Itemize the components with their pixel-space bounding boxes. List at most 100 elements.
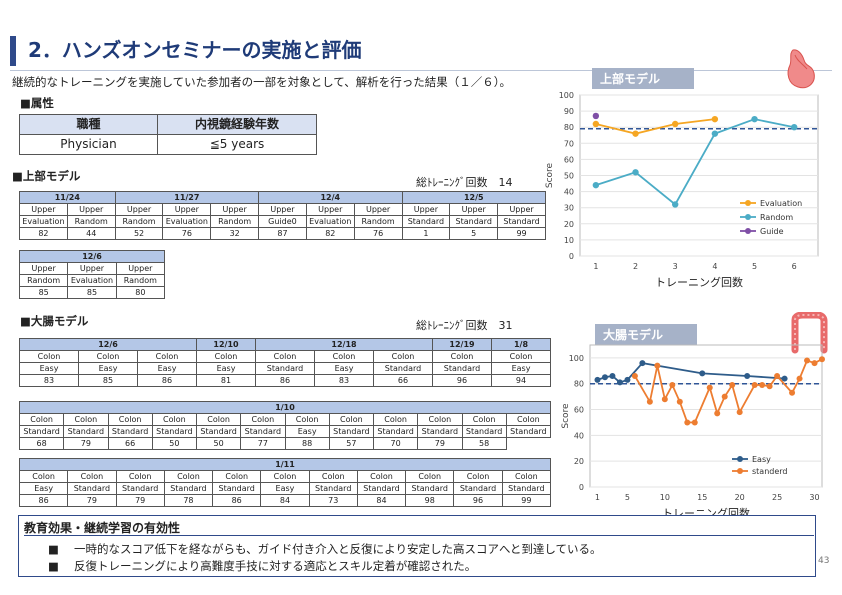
score-cell: 79 (115, 494, 165, 507)
type-cell: Evaluation (67, 274, 117, 287)
type-cell: Random (18, 274, 69, 287)
model-cell: Colon (314, 350, 374, 363)
type-cell: Easy (19, 362, 79, 375)
type-cell: Standard (240, 425, 286, 438)
colon-total: 総ﾄﾚｰﾆﾝｸﾞ回数 31 (416, 319, 513, 332)
y-tick-label: 40 (574, 431, 584, 440)
score-cell: 58 (461, 437, 507, 450)
type-cell: Easy (284, 425, 330, 438)
model-cell: Colon (417, 413, 463, 426)
model-cell: Upper (497, 203, 546, 216)
y-tick-label: 80 (564, 123, 574, 132)
score-cell: 80 (115, 286, 166, 299)
y-axis-label: Score (561, 403, 571, 429)
model-cell: Upper (115, 262, 166, 275)
type-cell: Standard (497, 215, 546, 228)
model-cell: Colon (137, 350, 197, 363)
model-cell: Colon (63, 413, 109, 426)
attr-header: 職種 (19, 114, 158, 135)
summary-bullet: ■ 反復トレーニングにより高難度手技に対する適応とスキル定着が確認された。 (48, 559, 477, 573)
model-cell: Upper (66, 203, 116, 216)
type-cell: Standard (373, 362, 433, 375)
type-cell: Standard (453, 482, 503, 495)
data-point (631, 372, 638, 379)
model-cell: Upper (114, 203, 164, 216)
score-cell: 98 (405, 494, 455, 507)
legend-marker (745, 228, 751, 234)
model-cell: Upper (19, 203, 68, 216)
data-point (616, 379, 623, 386)
attr-value: Physician (19, 134, 158, 155)
type-cell: Standard (67, 482, 117, 495)
type-cell: Random (115, 274, 166, 287)
type-cell: Standard (372, 425, 419, 438)
x-tick-label: 20 (735, 493, 745, 502)
data-point (751, 115, 758, 123)
y-tick-label: 80 (574, 380, 584, 389)
type-cell: Standard (18, 425, 65, 438)
type-cell: Standard (107, 425, 153, 438)
score-cell: 85 (78, 374, 138, 387)
description: 継続的なトレーニングを実施していた参加者の一部を対象として、解析を行った結果（１… (12, 75, 511, 89)
model-cell: Colon (151, 413, 198, 426)
model-cell: Colon (373, 350, 433, 363)
x-tick-label: 30 (809, 493, 819, 502)
model-cell: Upper (210, 203, 260, 216)
y-tick-label: 60 (564, 155, 574, 164)
score-cell: 32 (210, 227, 260, 240)
model-cell: Colon (284, 413, 330, 426)
model-cell: Colon (372, 413, 419, 426)
type-cell: Random (353, 215, 403, 228)
data-point (714, 410, 721, 417)
score-cell: 57 (328, 437, 375, 450)
type-cell: Random (66, 215, 116, 228)
x-tick-label: 5 (752, 262, 757, 271)
date-header: 1/11 (19, 458, 551, 471)
model-cell: Colon (19, 350, 79, 363)
data-point (592, 181, 600, 189)
type-cell: Easy (18, 482, 69, 495)
data-point (676, 398, 683, 405)
y-tick-label: 60 (574, 406, 584, 415)
model-cell: Colon (67, 470, 117, 483)
data-point (699, 370, 706, 377)
date-header: 12/5 (401, 191, 546, 204)
model-cell: Colon (461, 413, 507, 426)
type-cell: Evaluation (305, 215, 355, 228)
upper-section-label: ■上部モデル (12, 169, 81, 183)
type-cell: Standard (151, 425, 198, 438)
data-point (804, 357, 811, 364)
type-cell: Standard (308, 482, 358, 495)
legend-marker (745, 200, 751, 206)
date-header: 12/6 (19, 338, 197, 351)
colon-table-1: 12/6 12/10 12/18 12/19 1/8 Colon Colon Colon Col… (19, 338, 551, 387)
model-cell: Upper (162, 203, 212, 216)
y-tick-label: 0 (569, 252, 574, 261)
upper-table-1: 11/24 11/27 12/4 12/5 Upper Upper Upper Upper Up… (19, 191, 546, 240)
type-cell: Standard (328, 425, 375, 438)
data-point (759, 382, 766, 389)
page-title: 2．ハンズオンセミナーの実施と評価 (28, 38, 362, 62)
model-cell: Upper (258, 203, 307, 216)
colon-chart-label: 大腸モデル (595, 324, 697, 345)
score-cell: 68 (18, 437, 65, 450)
score-cell: 77 (240, 437, 286, 450)
x-tick-label: 6 (792, 262, 797, 271)
legend-label: standerd (752, 467, 788, 476)
x-tick-label: 10 (660, 493, 670, 502)
data-point (592, 112, 600, 120)
data-point (592, 120, 600, 128)
data-point (811, 360, 818, 367)
data-point (729, 382, 736, 389)
model-cell: Upper (449, 203, 499, 216)
data-point (721, 393, 728, 400)
upper-chart-label: 上部モデル (592, 68, 694, 89)
score-cell: 5 (449, 227, 499, 240)
series-line-standerd (634, 358, 823, 424)
data-point (736, 409, 743, 416)
series-line-evaluation (595, 118, 715, 135)
attr-table: 職種 内視鏡経験年数 Physician ≦5 years (19, 114, 317, 155)
model-cell: Colon (107, 413, 153, 426)
summary-box (18, 515, 816, 577)
x-tick-label: 1 (593, 262, 598, 271)
